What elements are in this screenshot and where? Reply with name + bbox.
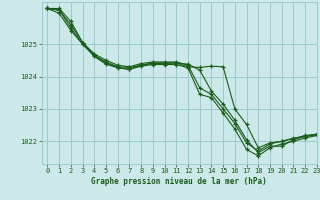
X-axis label: Graphe pression niveau de la mer (hPa): Graphe pression niveau de la mer (hPa) [91, 177, 267, 186]
